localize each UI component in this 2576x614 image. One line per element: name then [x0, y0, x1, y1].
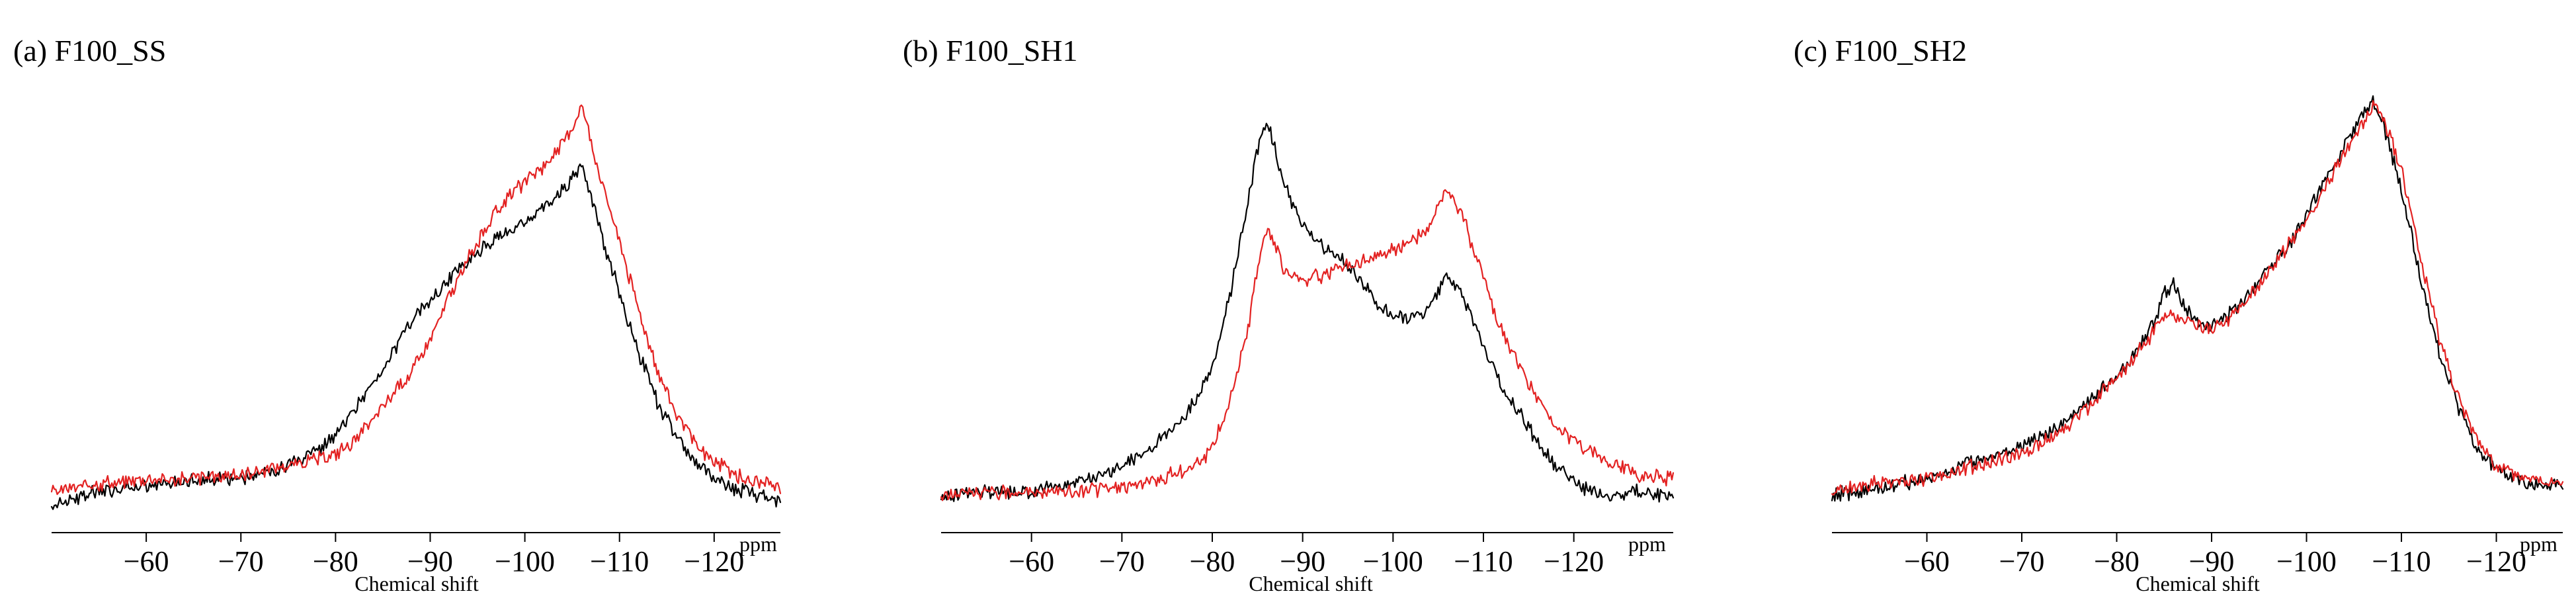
panel-c-xlabel: Chemical shift [2136, 572, 2260, 595]
panel-a-series-2-line [50, 104, 782, 496]
panel-a-tick-label: −100 [495, 545, 555, 578]
panel-b-tick-label: −80 [1190, 545, 1235, 578]
panel-a-tick-label: −70 [218, 545, 264, 578]
panel-a-xlabel: Chemical shift [354, 572, 479, 595]
panel-b-tick-label: −110 [1454, 545, 1513, 578]
panel-b-tick-label: −60 [1009, 545, 1054, 578]
panel-c-tick-label: −100 [2276, 545, 2337, 578]
panel-a-tick-label: −60 [124, 545, 169, 578]
panel-c-plot: −60 −70 −80 −90 −100 −110 −120 [1831, 95, 2564, 578]
panel-b-title: (b) F100_SH1 [903, 34, 1078, 67]
panel-b: (b) F100_SH1 −60 −70 −80 −90 −100 −110 −120 Ch… [903, 34, 1675, 595]
panel-c-title: (c) F100_SH2 [1794, 34, 1967, 67]
panel-c: (c) F100_SH2 −60 −70 −80 −90 −100 −110 −120 Ch… [1794, 34, 2564, 595]
panel-b-plot: −60 −70 −80 −90 −100 −110 −120 [940, 122, 1675, 578]
panel-c-tick-label: −110 [2372, 545, 2431, 578]
panel-b-xlabel: Chemical shift [1249, 572, 1373, 595]
panel-c-xunit: ppm [2520, 532, 2557, 556]
panel-b-xunit: ppm [1628, 532, 1666, 556]
panel-c-tick-label: −90 [2189, 545, 2235, 578]
panel-a-tick-label: −80 [313, 545, 358, 578]
panel-a-title: (a) F100_SS [13, 34, 166, 67]
panel-b-tick-label: −100 [1363, 545, 1423, 578]
panel-a-tick-label: −110 [590, 545, 649, 578]
panel-c-tick-label: −60 [1904, 545, 1950, 578]
panel-a-plot: −60 −70 −80 −90 −100 −110 −120 [50, 104, 782, 578]
panel-b-tick-label: −120 [1544, 545, 1604, 578]
panel-a-tick-label: −90 [407, 545, 453, 578]
panel-b-series-2-line [940, 189, 1675, 502]
panel-c-series-1-line [1831, 95, 2564, 502]
panel-c-tick-label: −120 [2466, 545, 2526, 578]
panel-c-tick-label: −80 [2094, 545, 2140, 578]
panel-b-tick-label: −90 [1280, 545, 1325, 578]
panel-b-series-1-line [940, 122, 1675, 503]
panel-b-tick-label: −70 [1099, 545, 1145, 578]
panel-a-series-1-line [50, 163, 782, 510]
panel-c-series-2-line [1831, 100, 2564, 496]
panel-a-tick-label: −120 [684, 545, 744, 578]
panel-a: (a) F100_SS −60 −70 −80 −90 −100 −110 −120 Che… [13, 34, 782, 595]
panel-a-xunit: ppm [739, 532, 777, 556]
panel-c-tick-label: −70 [1999, 545, 2045, 578]
